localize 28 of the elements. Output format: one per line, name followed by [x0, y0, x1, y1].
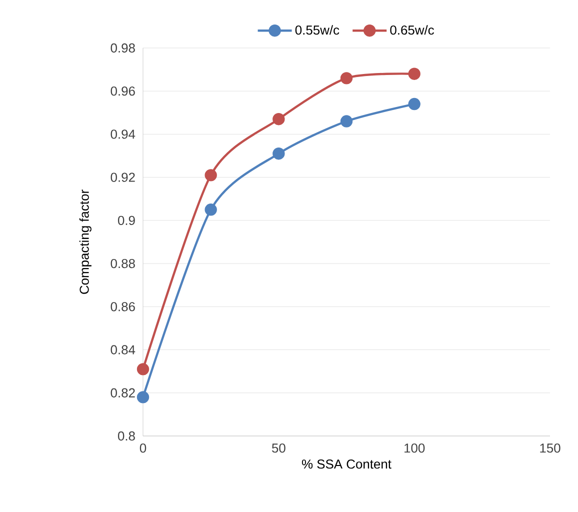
- x-tick-label: 0: [140, 444, 146, 453]
- x-tick-label: 50: [272, 444, 286, 453]
- x-tick-label: 150: [540, 444, 560, 453]
- y-tick-label: 0.84: [110, 345, 136, 354]
- point: [340, 115, 353, 128]
- legend-label: 0.65w/c: [390, 25, 434, 35]
- y-axis-title: Compacting factor: [79, 190, 92, 294]
- y-tick-label: 0.8: [118, 431, 135, 441]
- point: [340, 72, 353, 84]
- point: [136, 363, 150, 376]
- point: [204, 169, 217, 182]
- y-tick-label: 0.94: [110, 130, 136, 139]
- y-tick-label: 0.86: [110, 302, 135, 312]
- y-tick-label: 0.98: [110, 43, 135, 53]
- y-tick-label: 0.9: [118, 216, 135, 226]
- point: [408, 98, 420, 110]
- y-tick-label: 0.88: [110, 258, 135, 268]
- point: [272, 113, 285, 126]
- x-axis-title: % SSA Content: [302, 460, 392, 469]
- point: [136, 391, 150, 404]
- point: [272, 148, 285, 160]
- y-tick-label: 0.82: [110, 388, 135, 398]
- x-tick-label: 100: [404, 444, 425, 453]
- legend-label: 0.55w/c: [295, 25, 340, 35]
- point: [204, 204, 217, 216]
- point: [408, 68, 420, 80]
- y-tick-label: 0.92: [110, 172, 135, 182]
- y-tick-label: 0.96: [110, 86, 135, 96]
